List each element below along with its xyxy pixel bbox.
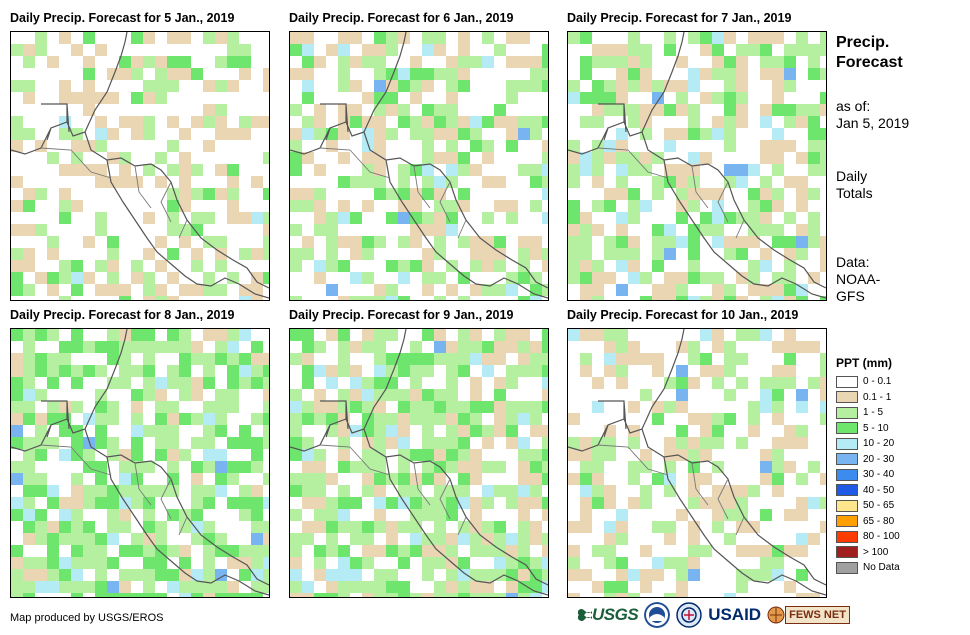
usgs-wave-icon [578, 609, 592, 621]
legend-swatch [836, 561, 858, 574]
coastline [11, 329, 269, 596]
legend-swatch [836, 422, 858, 435]
legend-item: 0 - 0.1 [836, 374, 900, 390]
precip-field [568, 329, 826, 597]
legend-swatch [836, 499, 858, 512]
map-credit: Map produced by USGS/EROS [10, 612, 164, 624]
map-title-line2: Forecast [836, 54, 903, 71]
panel-title: Daily Precip. Forecast for 5 Jan., 2019 [10, 11, 235, 25]
legend-item: 0.1 - 1 [836, 390, 900, 406]
legend-label: 0 - 0.1 [863, 376, 892, 388]
legend-item: 80 - 100 [836, 529, 900, 545]
usaid-logo-text: USAID [708, 605, 762, 624]
as-of-value: Jan 5, 2019 [836, 115, 910, 131]
precip-field [290, 329, 548, 597]
legend-label: 50 - 65 [863, 500, 895, 512]
agency-logos: USGS USAID FEWS NET [578, 600, 850, 630]
fews-net-globe-icon [767, 606, 785, 624]
precip-map [10, 31, 270, 301]
precip-map [567, 328, 827, 598]
legend-label: 1 - 5 [863, 407, 884, 419]
map-title-line1: Precip. [836, 34, 890, 51]
daily-totals-note: Daily Totals [836, 168, 873, 202]
legend-label: 65 - 80 [863, 515, 895, 527]
legend-item: 10 - 20 [836, 436, 900, 452]
legend-title: PPT (mm) [836, 356, 893, 370]
coastline [11, 32, 269, 299]
legend-label: 40 - 50 [863, 484, 895, 496]
usaid-logo: USAID [708, 605, 761, 625]
legend-swatch [836, 375, 858, 388]
legend-swatch [836, 406, 858, 419]
legend-label: 0.1 - 1 [863, 391, 892, 403]
precip-field [568, 32, 826, 300]
panel-title: Daily Precip. Forecast for 9 Jan., 2019 [289, 308, 514, 322]
usgs-logo-text: USGS [592, 605, 639, 624]
legend-item: 20 - 30 [836, 452, 900, 468]
data-source-note: Data: NOAA- GFS [836, 254, 880, 305]
panel-title: Daily Precip. Forecast for 6 Jan., 2019 [289, 11, 514, 25]
precip-map [567, 31, 827, 301]
legend-swatch [836, 515, 858, 528]
precip-map [10, 328, 270, 598]
noaa-seal-icon [644, 602, 671, 628]
precip-field [290, 32, 548, 300]
legend-item: 40 - 50 [836, 483, 900, 499]
legend-item: 1 - 5 [836, 405, 900, 421]
coastline [568, 329, 826, 596]
legend-item: No Data [836, 560, 900, 576]
country-border [319, 444, 467, 536]
legend-label: > 100 [863, 546, 889, 558]
legend-swatch [836, 530, 858, 543]
legend-label: No Data [863, 562, 900, 574]
country-border [597, 444, 745, 536]
legend-swatch [836, 391, 858, 404]
legend-swatch [836, 453, 858, 466]
precip-map [289, 31, 549, 301]
map-title: Precip. Forecast [836, 33, 903, 73]
legend-label: 80 - 100 [863, 531, 900, 543]
as-of-date: as of: Jan 5, 2019 [836, 98, 909, 132]
legend-item: 30 - 40 [836, 467, 900, 483]
as-of-label: as of: [836, 98, 871, 114]
legend-swatch [836, 437, 858, 450]
data-source-line3: GFS [836, 288, 865, 304]
legend-item: 65 - 80 [836, 514, 900, 530]
legend-swatch [836, 468, 858, 481]
legend-label: 10 - 20 [863, 438, 895, 450]
panel-title: Daily Precip. Forecast for 7 Jan., 2019 [567, 11, 792, 25]
fews-net-logo: FEWS NET [767, 606, 850, 624]
country-border [319, 147, 467, 239]
data-source-line2: NOAA- [836, 271, 881, 287]
coastline [568, 32, 826, 299]
precip-field [11, 329, 269, 597]
daily-totals-line2: Totals [836, 185, 873, 201]
legend-item: 5 - 10 [836, 421, 900, 437]
country-border [40, 147, 188, 239]
legend-swatch [836, 484, 858, 497]
usgs-logo: USGS [578, 605, 639, 625]
precip-map [289, 328, 549, 598]
panel-title: Daily Precip. Forecast for 8 Jan., 2019 [10, 308, 235, 322]
legend-label: 5 - 10 [863, 422, 889, 434]
panel-title: Daily Precip. Forecast for 10 Jan., 2019 [567, 308, 799, 322]
fews-net-logo-text: FEWS NET [785, 606, 850, 624]
data-source-line1: Data: [836, 254, 870, 270]
legend-swatch [836, 546, 858, 559]
legend-item: > 100 [836, 545, 900, 561]
precip-legend: 0 - 0.1 0.1 - 1 1 - 5 5 - 10 10 - 20 20 - 30 3… [836, 374, 900, 576]
legend-label: 30 - 40 [863, 469, 895, 481]
usaid-seal-icon [676, 602, 702, 628]
legend-label: 20 - 30 [863, 453, 895, 465]
daily-totals-line1: Daily [836, 168, 868, 184]
country-border [40, 444, 188, 536]
country-border [597, 147, 745, 239]
coastline [290, 32, 548, 299]
precip-field [11, 32, 269, 300]
coastline [290, 329, 548, 596]
legend-item: 50 - 65 [836, 498, 900, 514]
